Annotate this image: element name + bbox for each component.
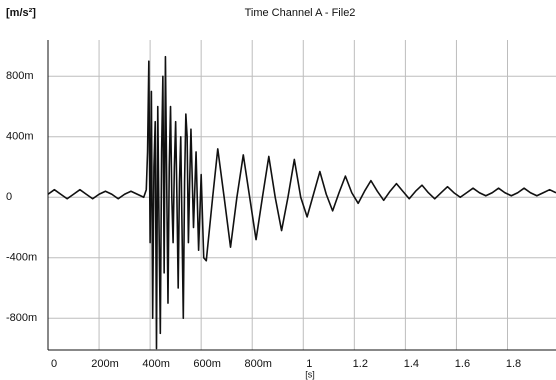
x-axis-label: [s]	[305, 369, 315, 379]
x-tick-label: 1	[306, 358, 312, 370]
y-tick-label: -800m	[6, 312, 37, 324]
y-tick-label: 800m	[6, 70, 34, 82]
x-tick-label: 200m	[91, 358, 119, 370]
x-tick-label: 1.6	[455, 358, 470, 370]
x-tick-label: 600m	[193, 358, 221, 370]
x-tick-label: 1.2	[353, 358, 368, 370]
signal-line	[47, 55, 556, 350]
x-tick-label: 1.4	[404, 358, 419, 370]
x-tick-label: 0	[51, 358, 57, 370]
x-tick-label: 1.8	[506, 358, 521, 370]
chart-title: Time Channel A - File2	[245, 7, 356, 19]
y-tick-label: -400m	[6, 252, 37, 264]
y-tick-label: 400m	[6, 131, 34, 143]
x-tick-label: 400m	[142, 358, 170, 370]
y-axis-label: [m/s²]	[6, 7, 36, 19]
y-tick-label: 0	[6, 191, 12, 203]
x-tick-label: 800m	[244, 358, 272, 370]
